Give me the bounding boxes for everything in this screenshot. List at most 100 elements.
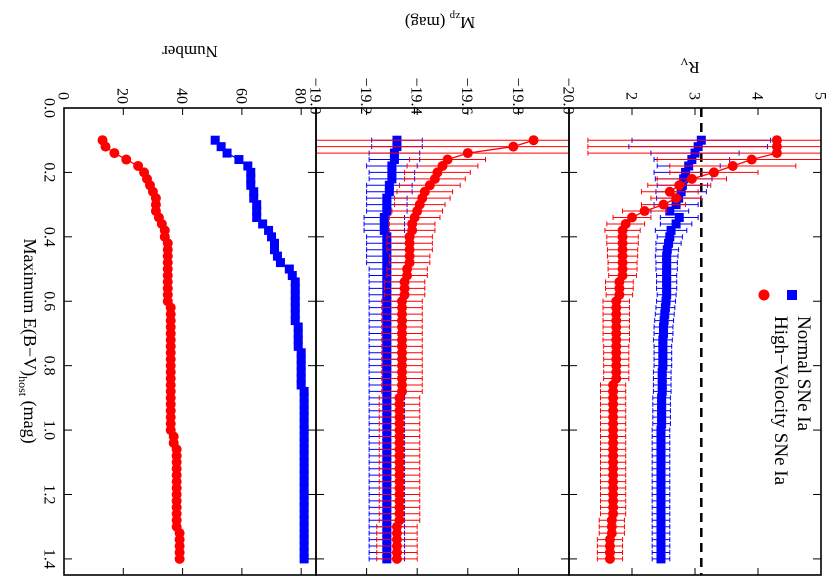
number-normal-point: [296, 361, 306, 371]
rv-normal-point: [656, 554, 666, 564]
mzp-normal-point: [382, 200, 392, 210]
number-normal-point: [222, 148, 232, 158]
rv-normal-point: [662, 277, 672, 287]
number-normal-point: [299, 483, 309, 493]
x-tick-label: 0.2: [40, 162, 57, 182]
rv-normal-point: [656, 483, 666, 493]
rv-hv-point: [686, 173, 697, 184]
rv-normal-point: [665, 232, 675, 242]
number-y-ticks: 0 20 40 60 80: [54, 88, 309, 575]
rv-normal-point: [656, 470, 666, 480]
number-normal-point: [293, 335, 303, 345]
mzp-axis-label-main: M: [460, 13, 475, 32]
rv-normal-point: [666, 225, 676, 235]
rv-normal-point: [665, 206, 675, 216]
mzp-tick-label: −19.0: [306, 77, 323, 114]
rv-normal-point: [657, 419, 667, 429]
x-axis-label-unit: (mag): [19, 396, 40, 443]
number-normal-point: [290, 277, 300, 287]
mzp-normal-point: [379, 225, 389, 235]
number-normal-point: [284, 264, 294, 274]
number-normal-point: [246, 167, 256, 177]
legend-hv-label: High−Velocity SNe Ia: [770, 316, 791, 486]
rv-tick-label: 2: [622, 92, 639, 100]
number-tick-label: 80: [292, 88, 309, 104]
rv-normal-point: [662, 270, 672, 280]
mzp-hv-point: [462, 148, 473, 159]
number-normal-point: [299, 432, 309, 442]
rv-normal-point: [662, 258, 672, 268]
number-normal-point: [293, 341, 303, 351]
number-normal-point: [299, 547, 309, 557]
rv-normal-point: [656, 496, 666, 506]
rv-normal-point: [656, 438, 666, 448]
number-normal-point: [249, 187, 259, 197]
number-normal-point: [299, 412, 309, 422]
rv-axis-label: RV: [680, 55, 699, 77]
rv-normal-point: [657, 374, 667, 384]
number-normal-point: [299, 393, 309, 403]
rv-normal-point: [658, 348, 668, 358]
rv-normal-point: [656, 444, 666, 454]
rv-normal-point: [671, 219, 681, 229]
number-normal-point: [299, 535, 309, 545]
number-normal-point: [299, 502, 309, 512]
rv-normal-point: [656, 425, 666, 435]
number-normal-point: [246, 174, 256, 184]
mzp-tick-label: −19.4: [408, 77, 425, 114]
mzp-tick-label: −19.2: [357, 77, 374, 114]
mzp-hv-point: [391, 553, 402, 564]
number-tick-label: 40: [173, 88, 190, 104]
mzp-normal-point: [387, 161, 397, 171]
rv-normal-point: [657, 412, 667, 422]
number-normal-point: [296, 354, 306, 364]
rv-hv-point: [658, 199, 669, 210]
rv-normal-point: [656, 502, 666, 512]
rv-normal-point: [657, 367, 667, 377]
mzp-normal-point: [382, 251, 392, 261]
number-normal-point: [299, 457, 309, 467]
rv-normal-point: [657, 399, 667, 409]
rv-normal-point: [659, 316, 669, 326]
rv-hv-point: [727, 160, 738, 171]
mzp-hv-point: [528, 135, 539, 146]
rv-normal-point: [662, 283, 672, 293]
number-normal-point: [299, 451, 309, 461]
number-normal-point: [296, 374, 306, 384]
rv-normal-point: [656, 547, 666, 557]
rv-normal-point: [657, 386, 667, 396]
number-normal-point: [299, 515, 309, 525]
rv-normal-point: [659, 322, 668, 332]
number-normal-point: [299, 554, 309, 564]
rv-normal-point: [656, 522, 666, 532]
rv-normal-point: [656, 535, 666, 545]
number-normal-point: [299, 528, 309, 538]
number-normal-point: [299, 541, 309, 551]
rv-normal-point: [656, 457, 666, 467]
mzp-normal-point: [387, 174, 397, 184]
rv-normal-point: [660, 303, 670, 313]
x-tick-label: 0.6: [40, 291, 57, 311]
rv-marks: [587, 108, 821, 575]
rv-hv-point: [671, 193, 682, 204]
rv-tick-label: 4: [748, 92, 765, 100]
rv-normal-point: [656, 451, 666, 461]
rv-hv-point: [674, 180, 685, 191]
number-normal-point: [252, 213, 262, 223]
number-normal-point: [299, 489, 309, 499]
number-normal-point: [290, 290, 300, 300]
rv-normal-point: [658, 361, 668, 371]
mzp-marks: [316, 135, 569, 564]
number-hv-point: [100, 141, 111, 152]
x-tick-label: 0.0: [40, 98, 57, 118]
mzp-axis-label-sub: zp: [449, 10, 460, 22]
number-normal-point: [252, 206, 262, 216]
rv-normal-point: [657, 380, 667, 390]
mzp-tick-label: −20.0: [559, 77, 576, 114]
rv-hv-point: [746, 154, 757, 165]
rv-normal-point: [660, 309, 670, 319]
rv-tick-label: 5: [811, 92, 828, 100]
number-normal-point: [293, 322, 303, 332]
mzp-normal-point: [384, 180, 394, 190]
rv-axis-label-sub: V: [680, 55, 688, 67]
